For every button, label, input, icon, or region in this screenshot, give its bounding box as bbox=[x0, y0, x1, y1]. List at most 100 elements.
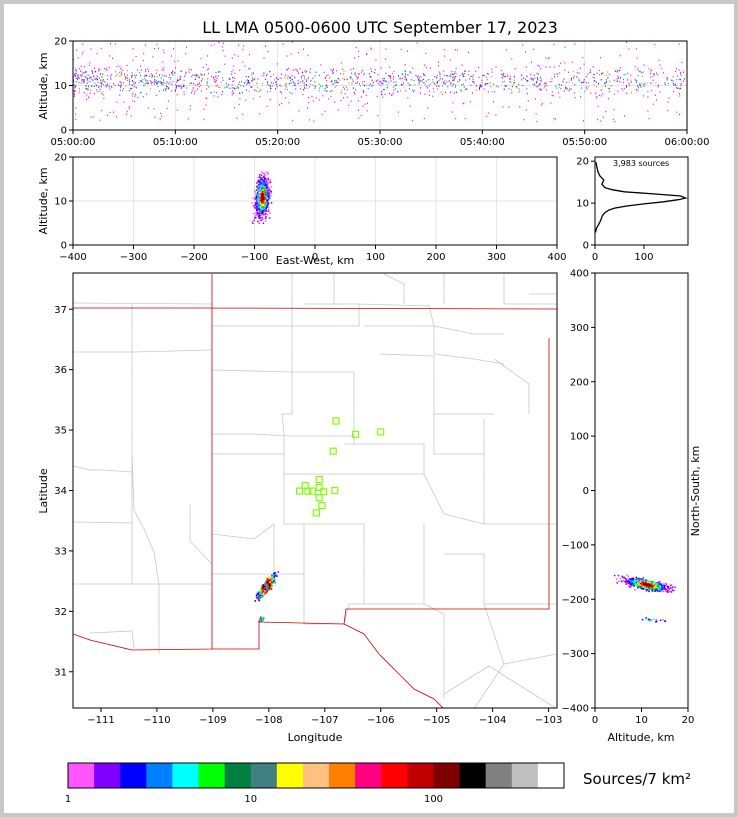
ew-height-source bbox=[264, 193, 266, 195]
time-height-source bbox=[598, 94, 600, 96]
time-height-source bbox=[128, 90, 130, 92]
time-height-source bbox=[576, 76, 578, 78]
time-height-source bbox=[504, 80, 505, 82]
time-height-source bbox=[495, 66, 497, 68]
plan-view-source bbox=[269, 576, 271, 579]
ew-height-source bbox=[255, 209, 258, 212]
time-height-source bbox=[588, 86, 590, 88]
ew-height-source bbox=[263, 192, 265, 194]
ns-altitude-source bbox=[635, 576, 637, 579]
time-height-source bbox=[269, 99, 271, 101]
time-height-source bbox=[519, 106, 521, 108]
time-height-source bbox=[155, 72, 157, 75]
ns-altitude-source bbox=[655, 620, 658, 623]
time-height-source bbox=[405, 73, 406, 75]
ew-height-source bbox=[257, 181, 259, 183]
ns-altitude-source bbox=[663, 588, 666, 590]
time-height-source bbox=[100, 82, 102, 84]
ns-altitude-source bbox=[618, 580, 620, 582]
time-height-source bbox=[183, 91, 185, 93]
time-height-source bbox=[275, 80, 277, 83]
time-height-source bbox=[544, 82, 546, 84]
ew-height-source bbox=[256, 201, 258, 203]
time-height-source bbox=[274, 79, 276, 81]
ns-altitude-source bbox=[648, 583, 650, 585]
time-height-source bbox=[655, 82, 657, 84]
ew-height-source bbox=[261, 204, 263, 207]
time-height-source bbox=[366, 84, 368, 86]
time-height-source bbox=[99, 73, 101, 76]
time-height-source bbox=[332, 68, 334, 71]
time-height-source bbox=[463, 75, 465, 77]
ns-altitude-source bbox=[614, 574, 616, 577]
time-height-source bbox=[400, 90, 402, 92]
time-height-source bbox=[200, 80, 202, 82]
time-height-source bbox=[447, 75, 449, 77]
time-height-source bbox=[374, 68, 376, 71]
time-height-source bbox=[83, 92, 85, 94]
plan-view-source bbox=[277, 571, 280, 573]
time-height-source bbox=[151, 81, 153, 83]
plan-view-source bbox=[266, 586, 269, 589]
time-height-source bbox=[460, 89, 462, 91]
time-height-source bbox=[578, 78, 580, 80]
ew-height-x-tick-label: 200 bbox=[426, 252, 445, 263]
time-height-source bbox=[286, 88, 288, 91]
ew-height-source bbox=[262, 213, 264, 215]
time-height-source bbox=[408, 88, 410, 90]
time-height-source bbox=[257, 78, 259, 80]
time-height-source bbox=[527, 80, 529, 82]
time-height-source bbox=[197, 84, 198, 86]
time-height-source bbox=[434, 83, 436, 85]
ew-height-source bbox=[268, 179, 270, 182]
time-height-source bbox=[295, 68, 297, 70]
time-height-source bbox=[243, 85, 244, 87]
time-height-source bbox=[198, 86, 200, 88]
time-height-source bbox=[441, 85, 443, 87]
time-height-source bbox=[149, 80, 151, 82]
ns-altitude-source bbox=[646, 589, 648, 591]
time-height-source bbox=[419, 92, 421, 94]
time-height-source bbox=[134, 76, 136, 78]
ns-altitude-source bbox=[666, 585, 668, 587]
time-height-source bbox=[171, 90, 173, 92]
time-height-source bbox=[194, 84, 196, 86]
time-height-source bbox=[560, 88, 562, 90]
ns-altitude-source bbox=[638, 583, 640, 585]
time-height-source bbox=[78, 81, 80, 84]
time-height-source bbox=[78, 90, 80, 92]
time-height-source bbox=[259, 95, 261, 98]
time-height-source bbox=[100, 73, 102, 75]
time-height-source bbox=[454, 77, 456, 79]
plan-view-source bbox=[258, 590, 260, 593]
time-height-source bbox=[508, 106, 510, 108]
time-height-source bbox=[295, 88, 297, 90]
time-height-source bbox=[332, 72, 334, 75]
ew-height-source bbox=[265, 196, 268, 198]
time-height-source bbox=[307, 107, 308, 109]
plan-view-source bbox=[273, 576, 275, 579]
time-height-source bbox=[336, 80, 338, 82]
plan-view-source bbox=[269, 581, 271, 583]
time-height-source bbox=[608, 91, 610, 93]
time-height-source bbox=[145, 79, 147, 81]
ew-height-source bbox=[259, 193, 262, 196]
ew-height-source bbox=[261, 216, 263, 219]
time-height-source bbox=[476, 84, 478, 86]
ew-height-source bbox=[259, 203, 261, 205]
time-height-source bbox=[538, 65, 540, 67]
time-height-source bbox=[145, 80, 147, 82]
time-height-source bbox=[110, 78, 112, 80]
time-height-source bbox=[380, 67, 382, 69]
time-height-source bbox=[329, 90, 331, 93]
ew-height-source bbox=[263, 183, 266, 185]
ns-altitude-source bbox=[625, 580, 627, 583]
ns-altitude-source bbox=[668, 587, 670, 589]
time-height-source bbox=[239, 98, 241, 100]
time-height-source bbox=[176, 94, 178, 96]
time-height-source bbox=[570, 79, 572, 81]
ew-height-source bbox=[264, 205, 266, 207]
time-height-source bbox=[460, 90, 462, 92]
time-height-source bbox=[629, 84, 631, 86]
time-height-source bbox=[609, 80, 611, 82]
